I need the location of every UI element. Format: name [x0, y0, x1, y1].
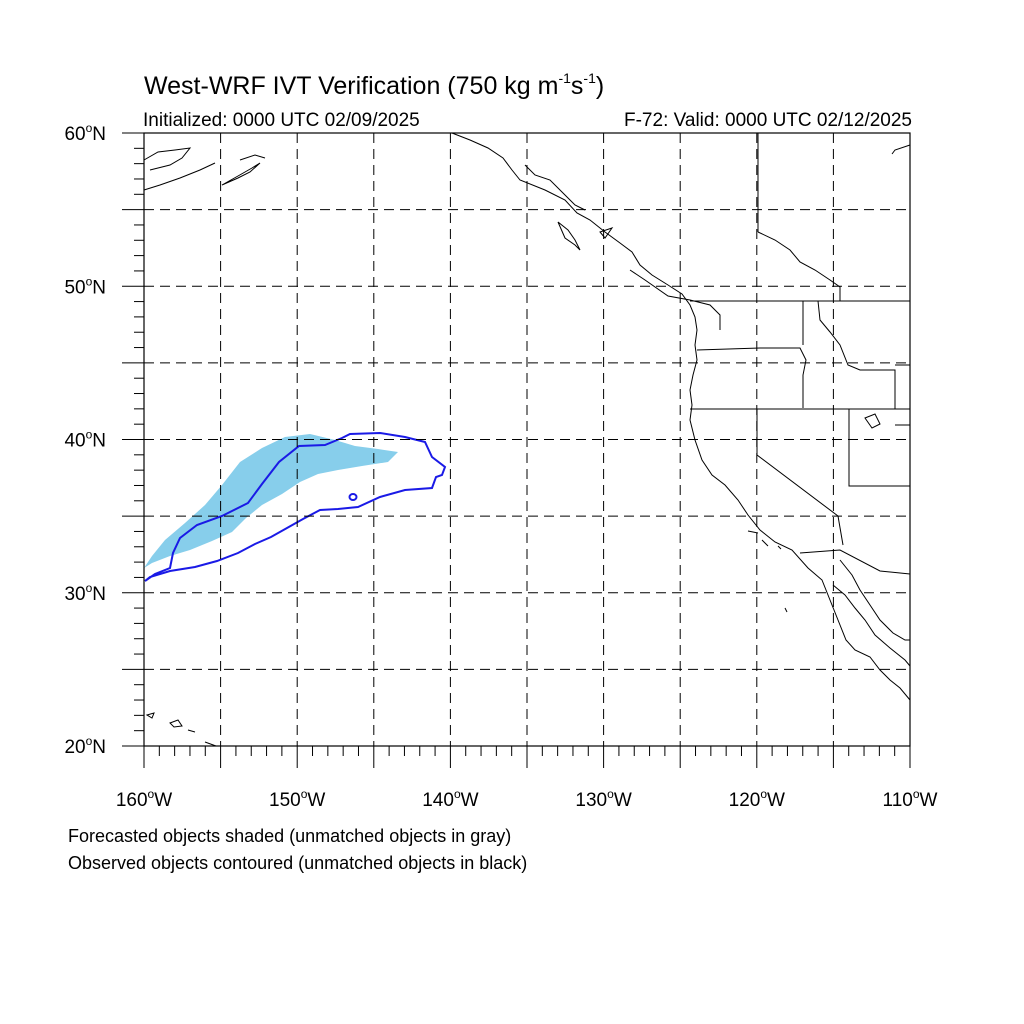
political-boundaries [690, 133, 911, 575]
legend-observed-note: Observed objects contoured (unmatched ob… [68, 853, 528, 873]
lat-tick-label: 50oN [64, 274, 106, 298]
lon-tick-label: 140oW [422, 787, 478, 811]
lon-tick-label: 110oW [883, 787, 938, 811]
coastlines [143, 132, 911, 747]
lon-tick-label: 160oW [116, 787, 172, 811]
forecast-ivt-object [144, 434, 398, 568]
lat-tick-label: 40oN [64, 428, 106, 452]
chart-title: West-WRF IVT Verification (750 kg m-1s-1… [144, 70, 605, 100]
axis-labels: 60oN 50oN 40oN 30oN 20oN 160oW 150oW 140oW 130oW… [64, 121, 937, 811]
lat-tick-label: 30oN [64, 581, 106, 605]
observed-ivt-contour [144, 431, 447, 582]
lon-tick-label: 120oW [729, 787, 785, 811]
initialized-time: Initialized: 0000 UTC 02/09/2025 [143, 110, 420, 131]
axis-ticks [122, 132, 911, 768]
observed-ivt-small-contour [348, 493, 358, 501]
map-frame [143, 132, 911, 747]
valid-time: F-72: Valid: 0000 UTC 02/12/2025 [624, 110, 912, 131]
lat-tick-label: 20oN [64, 734, 106, 758]
lon-tick-label: 130oW [575, 787, 631, 811]
legend-forecast-note: Forecasted objects shaded (unmatched obj… [68, 826, 512, 846]
lat-lon-grid [144, 133, 910, 746]
lat-tick-label: 60oN [64, 121, 106, 145]
lon-tick-label: 150oW [269, 787, 325, 811]
